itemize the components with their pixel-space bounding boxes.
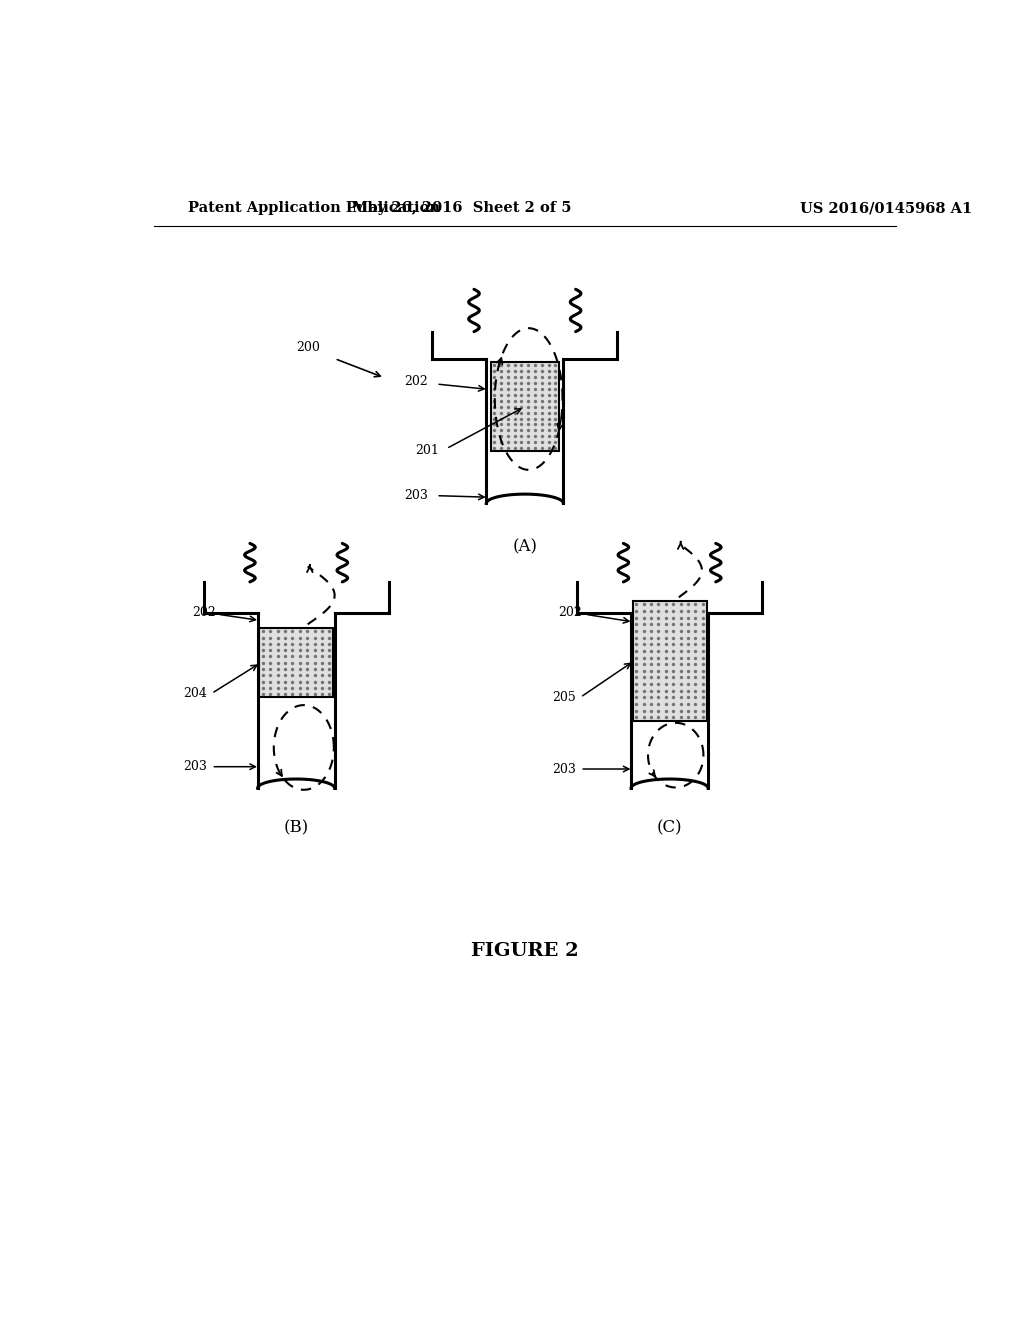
Text: (A): (A): [512, 539, 538, 556]
Text: Patent Application Publication: Patent Application Publication: [188, 202, 440, 215]
Text: 201: 201: [416, 445, 439, 458]
Text: (C): (C): [656, 820, 682, 837]
Text: 203: 203: [403, 490, 428, 502]
Text: 205: 205: [553, 690, 577, 704]
Text: 203: 203: [183, 760, 207, 774]
Text: 202: 202: [558, 606, 582, 619]
Text: 202: 202: [193, 606, 216, 619]
Bar: [259, 628, 333, 697]
Text: 202: 202: [403, 375, 428, 388]
Text: (B): (B): [284, 820, 308, 837]
Text: US 2016/0145968 A1: US 2016/0145968 A1: [801, 202, 973, 215]
Text: May 26, 2016  Sheet 2 of 5: May 26, 2016 Sheet 2 of 5: [352, 202, 571, 215]
Text: FIGURE 2: FIGURE 2: [471, 942, 579, 961]
Bar: [633, 601, 707, 721]
Text: 203: 203: [553, 763, 577, 776]
Text: 200: 200: [296, 341, 319, 354]
Bar: [490, 363, 559, 451]
Text: 204: 204: [183, 686, 207, 700]
